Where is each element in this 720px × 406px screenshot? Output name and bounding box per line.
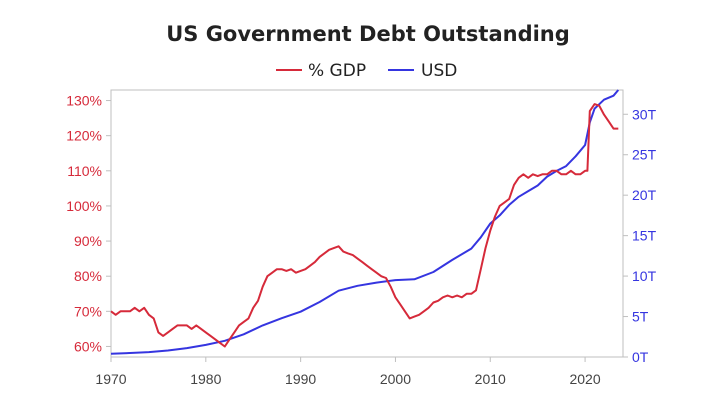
chart-title: US Government Debt Outstanding	[166, 22, 570, 46]
y-right-tick-label: 20T	[632, 187, 657, 203]
y-axis-right: 0T 5T 10T 15T 20T 25T 30T	[623, 106, 657, 365]
y-left-tick-label: 70%	[74, 303, 102, 319]
x-tick-label: 1990	[285, 371, 316, 387]
x-tick-label: 2020	[569, 371, 600, 387]
x-tick-label: 2010	[475, 371, 506, 387]
y-axis-left: 60% 70% 80% 90% 100% 110% 120% 130%	[66, 93, 111, 354]
y-left-tick-label: 110%	[67, 163, 102, 179]
y-left-tick-label: 80%	[74, 268, 102, 284]
y-right-tick-label: 5T	[632, 309, 649, 325]
legend: % GDP USD	[276, 61, 457, 81]
y-right-tick-label: 25T	[632, 147, 657, 163]
x-tick-label: 2000	[380, 371, 411, 387]
y-left-tick-label: 90%	[74, 233, 102, 249]
y-right-tick-label: 10T	[632, 268, 657, 284]
series-line-usd	[110, 89, 620, 355]
y-left-tick-label: 100%	[66, 198, 102, 214]
series-line-pct-gdp	[110, 103, 619, 348]
x-axis: 1970 1980 1990 2000 2010 2020	[95, 357, 601, 387]
legend-label-usd: USD	[421, 61, 457, 81]
y-right-tick-label: 0T	[632, 349, 649, 365]
legend-label-pct-gdp: % GDP	[308, 61, 366, 81]
y-left-tick-label: 120%	[66, 128, 102, 144]
plot-frame	[110, 89, 624, 358]
y-left-tick-label: 60%	[74, 338, 102, 354]
y-left-tick-label: 130%	[66, 93, 102, 109]
x-tick-label: 1970	[95, 371, 126, 387]
x-tick-label: 1980	[190, 371, 221, 387]
y-right-tick-label: 15T	[632, 228, 657, 244]
y-right-tick-label: 30T	[632, 106, 657, 122]
